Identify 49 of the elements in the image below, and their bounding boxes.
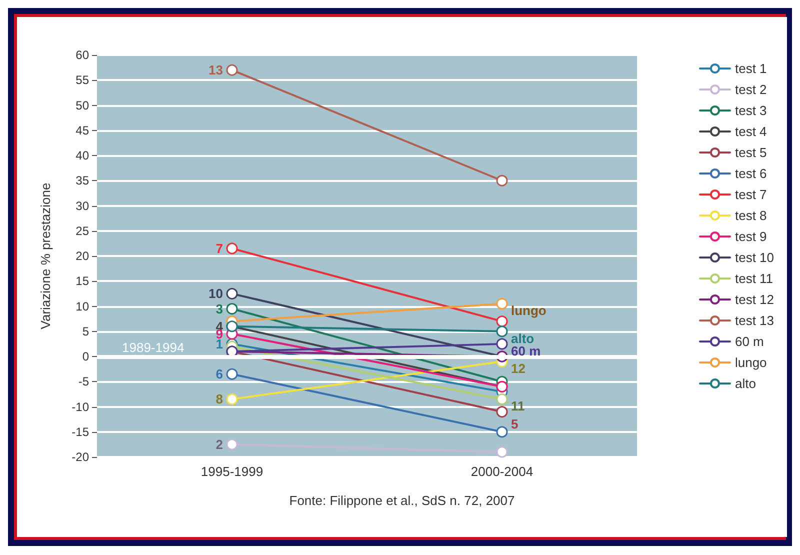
y-tick-label: 15: [76, 274, 90, 288]
annotation: 6: [216, 366, 223, 382]
legend-label: test 11: [734, 271, 774, 286]
annotation: 5: [511, 416, 518, 432]
y-tick-label: -10: [72, 400, 90, 414]
y-tick-label: 5: [82, 324, 90, 338]
annotation: alto: [511, 330, 534, 346]
annotation: lungo: [511, 303, 546, 318]
legend-label: 60 m: [734, 334, 764, 349]
y-tick-label: 45: [76, 123, 90, 138]
legend-label: test 7: [734, 187, 767, 202]
y-tick-label: 20: [76, 249, 90, 263]
y-tick-label: 50: [76, 98, 90, 112]
legend-label: test 4: [734, 124, 767, 139]
y-tick-label: 0: [82, 350, 90, 364]
y-tick-label: 30: [76, 198, 90, 213]
legend-label: test 1: [734, 61, 767, 76]
legend-label: alto: [734, 376, 756, 391]
legend-label: test 10: [734, 250, 774, 265]
legend-label: test 9: [734, 229, 767, 244]
annotation: 2: [216, 436, 223, 452]
annotation: 1989-1994: [122, 340, 184, 355]
x-tick-label: 1995-1999: [200, 464, 264, 479]
y-axis-title: Variazione % prestazione: [38, 182, 53, 330]
x-tick-label: 2000-2004: [470, 464, 534, 479]
annotation: 60 m: [511, 343, 541, 358]
y-tick-label: 35: [76, 174, 90, 188]
source-note: Fonte: Filippone et al., SdS n. 72, 2007: [289, 493, 515, 508]
legend-label: lungo: [734, 355, 767, 370]
annotation: 10: [208, 286, 223, 302]
y-tick-label: -15: [72, 424, 90, 439]
y-tick-label: 55: [76, 73, 90, 88]
annotation: 12: [511, 361, 526, 376]
legend-label: test 13: [734, 313, 774, 328]
y-tick-label: 40: [76, 148, 90, 162]
legend-label: test 12: [734, 292, 774, 307]
legend-label: test 2: [734, 82, 767, 97]
y-tick-label: 60: [76, 48, 90, 62]
y-tick-label: -20: [72, 450, 90, 464]
annotation: 8: [216, 392, 223, 407]
annotation: 7: [216, 240, 223, 256]
annotation: 13: [208, 62, 223, 78]
y-tick-label: 25: [76, 224, 90, 238]
legend-label: test 3: [734, 103, 767, 118]
y-tick-label: 10: [76, 299, 90, 314]
legend-label: test 6: [734, 166, 767, 181]
legend-label: test 5: [734, 145, 767, 160]
legend-label: test 8: [734, 208, 767, 223]
y-tick-label: -5: [78, 374, 90, 389]
